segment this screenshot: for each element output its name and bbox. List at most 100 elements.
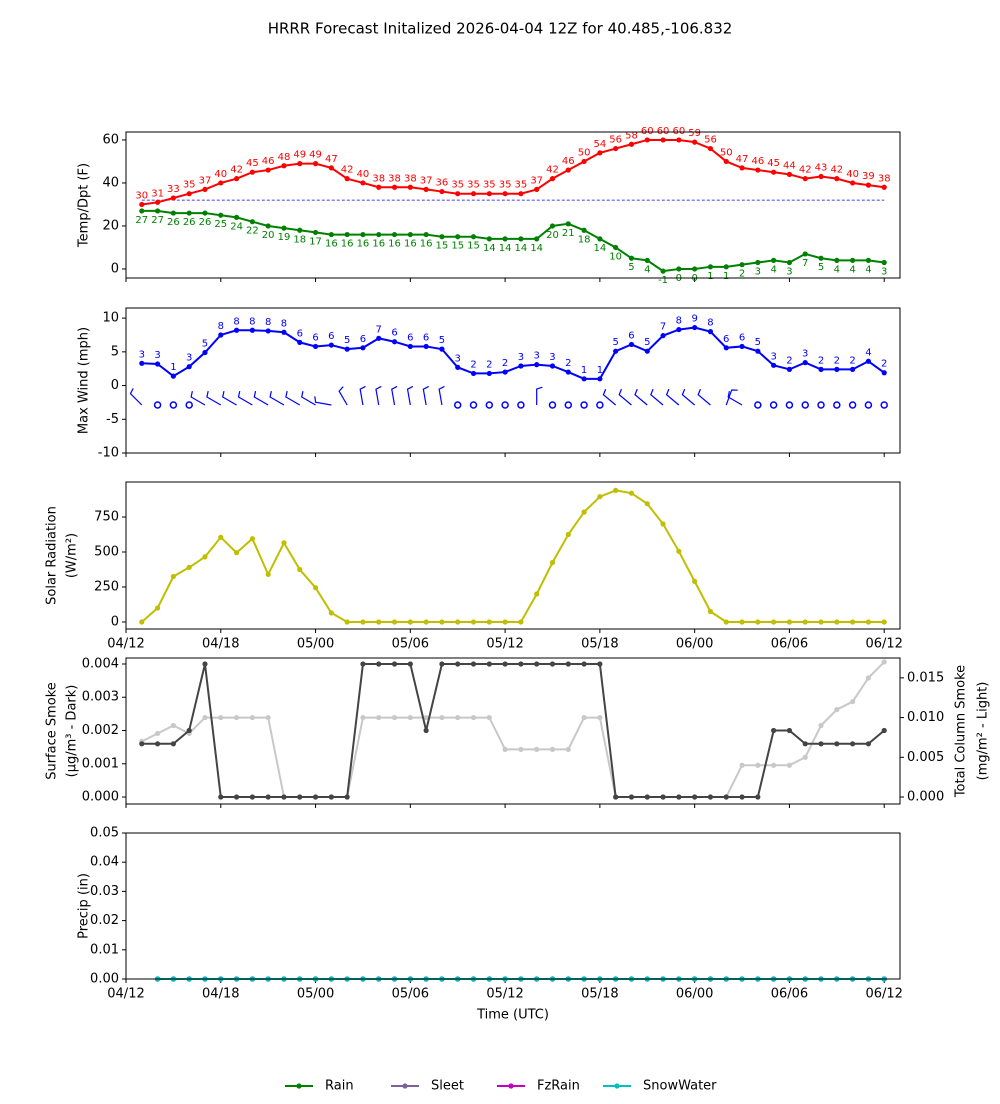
data-label: 35 [499,180,512,191]
plot-frame [125,131,901,279]
x-tick-label: 05/06 [392,987,429,1002]
data-label: 5 [628,262,634,273]
data-label: 37 [420,175,433,186]
data-label: 37 [199,175,212,186]
data-point [344,176,350,182]
data-point [723,345,729,351]
data-point [170,210,176,216]
data-label: 38 [404,173,417,184]
panel: 0.00 0.01 0.02 0.03 0.04 0.05 04/12 04/18 05/00 0… [77,826,903,1023]
data-point [470,661,477,667]
data-point [739,165,745,171]
data-label: 5 [755,337,761,348]
data-label: 6 [297,328,303,339]
data-point [233,550,240,556]
data-point [692,139,698,145]
data-label: 46 [751,156,764,167]
data-point [834,707,840,713]
data-label: 20 [546,230,559,241]
data-point [723,619,729,625]
data-point [360,661,366,667]
data-point [502,236,508,242]
data-label: 2 [881,359,887,370]
data-point [597,376,603,382]
data-label: 40 [846,169,859,180]
data-point [865,257,872,263]
y-tick-label: 250 [94,580,119,595]
data-label: 6 [391,328,397,339]
data-point [439,234,445,240]
data-label: 16 [404,239,417,250]
data-label: 6 [312,332,318,343]
data-point [391,339,398,345]
data-point [202,661,208,667]
data-point [218,794,224,800]
calm-circle [833,401,841,409]
data-point [739,262,745,268]
y2-tick-label: 0.000 [907,790,944,805]
data-point [660,333,666,339]
data-point [281,794,287,800]
wind-barb [314,396,332,406]
data-point [549,746,556,752]
calm-circle [596,401,604,409]
x-tick-label: 06/00 [676,637,713,652]
data-point [218,534,224,540]
data-label: 6 [628,330,634,341]
plot-frame [125,481,901,630]
data-point [850,699,856,705]
data-point [297,339,303,345]
data-point [613,244,619,251]
data-point [771,727,777,734]
data-point [850,257,856,263]
data-point [881,370,887,376]
data-label: 18 [578,234,591,245]
data-point [344,794,350,800]
data-point [818,722,824,729]
x-tick-label: 05/06 [392,637,429,652]
data-label: 60 [657,126,670,137]
wind-barb [406,385,414,406]
data-point [549,223,556,229]
calm-circle [501,401,509,409]
data-label: 2 [502,358,508,369]
data-point [581,376,587,382]
calm-circle [469,401,478,409]
data-point [391,661,398,667]
data-point [534,591,540,597]
data-label: 27 [151,215,164,226]
data-point [297,794,303,800]
series-line [141,662,885,799]
data-label: 60 [672,126,685,137]
data-point [249,169,255,175]
data-point [518,191,524,197]
data-point [723,794,729,800]
data-point [818,255,824,261]
data-point [423,727,429,734]
data-point [802,251,808,257]
data-point [265,571,271,578]
y-tick-label: 0.05 [90,826,119,841]
legend-label: SnowWater [643,1079,717,1094]
wind-barb [681,388,696,406]
data-point [281,225,287,231]
data-point [139,208,145,214]
data-point [549,559,556,566]
legend-marker [296,1083,302,1089]
data-point [628,341,635,348]
series-line [141,489,885,623]
wind-barb [206,391,222,406]
data-point [233,714,240,721]
y-tick-label: 0.000 [82,790,119,805]
data-point [154,199,161,205]
data-point [850,180,856,186]
data-point [202,186,208,193]
data-point [597,494,603,500]
data-label: 7 [376,324,382,335]
data-point [707,329,714,335]
data-point [186,564,192,571]
y-tick-label: 0.01 [90,942,119,957]
wind-barb [338,386,348,406]
data-point [391,619,398,625]
